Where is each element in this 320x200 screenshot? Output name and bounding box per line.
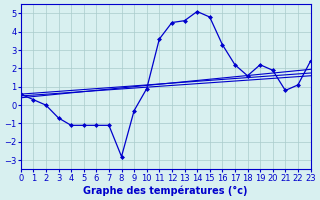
X-axis label: Graphe des températures (°c): Graphe des températures (°c): [84, 185, 248, 196]
